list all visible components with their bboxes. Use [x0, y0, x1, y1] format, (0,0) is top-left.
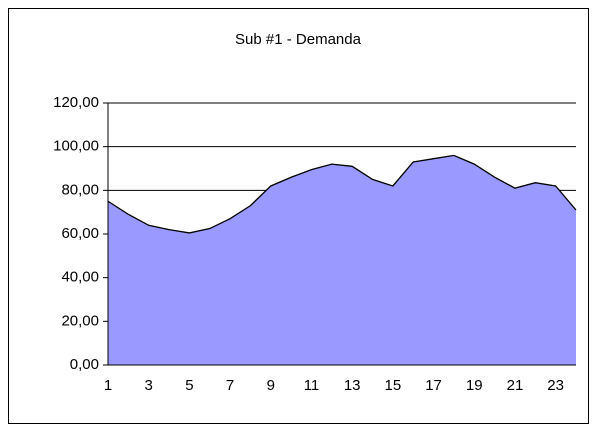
x-tick-label: 23 — [547, 377, 564, 394]
y-tick-label: 100,00 — [53, 138, 99, 155]
x-tick-label: 5 — [185, 377, 193, 394]
x-tick-label: 15 — [385, 377, 402, 394]
x-tick-label: 3 — [145, 377, 153, 394]
chart-title: Sub #1 - Demanda — [235, 31, 362, 48]
x-tick-label: 21 — [507, 377, 524, 394]
y-tick-label: 40,00 — [61, 269, 99, 286]
y-tick-label: 0,00 — [70, 356, 99, 373]
y-tick-label: 120,00 — [53, 94, 99, 111]
x-tick-label: 11 — [304, 377, 320, 394]
x-tick-label: 9 — [267, 377, 275, 394]
area-line — [107, 154, 577, 234]
x-tick-label: 1 — [104, 377, 112, 394]
x-tick-label: 17 — [425, 377, 442, 394]
y-tick-label: 60,00 — [61, 225, 99, 242]
x-tick-label: 7 — [226, 377, 234, 394]
x-tick-label: 13 — [344, 377, 361, 394]
x-tick-label: 19 — [466, 377, 483, 394]
y-tick-label: 20,00 — [61, 312, 99, 329]
y-tick-label: 80,00 — [61, 181, 99, 198]
area — [108, 155, 576, 365]
